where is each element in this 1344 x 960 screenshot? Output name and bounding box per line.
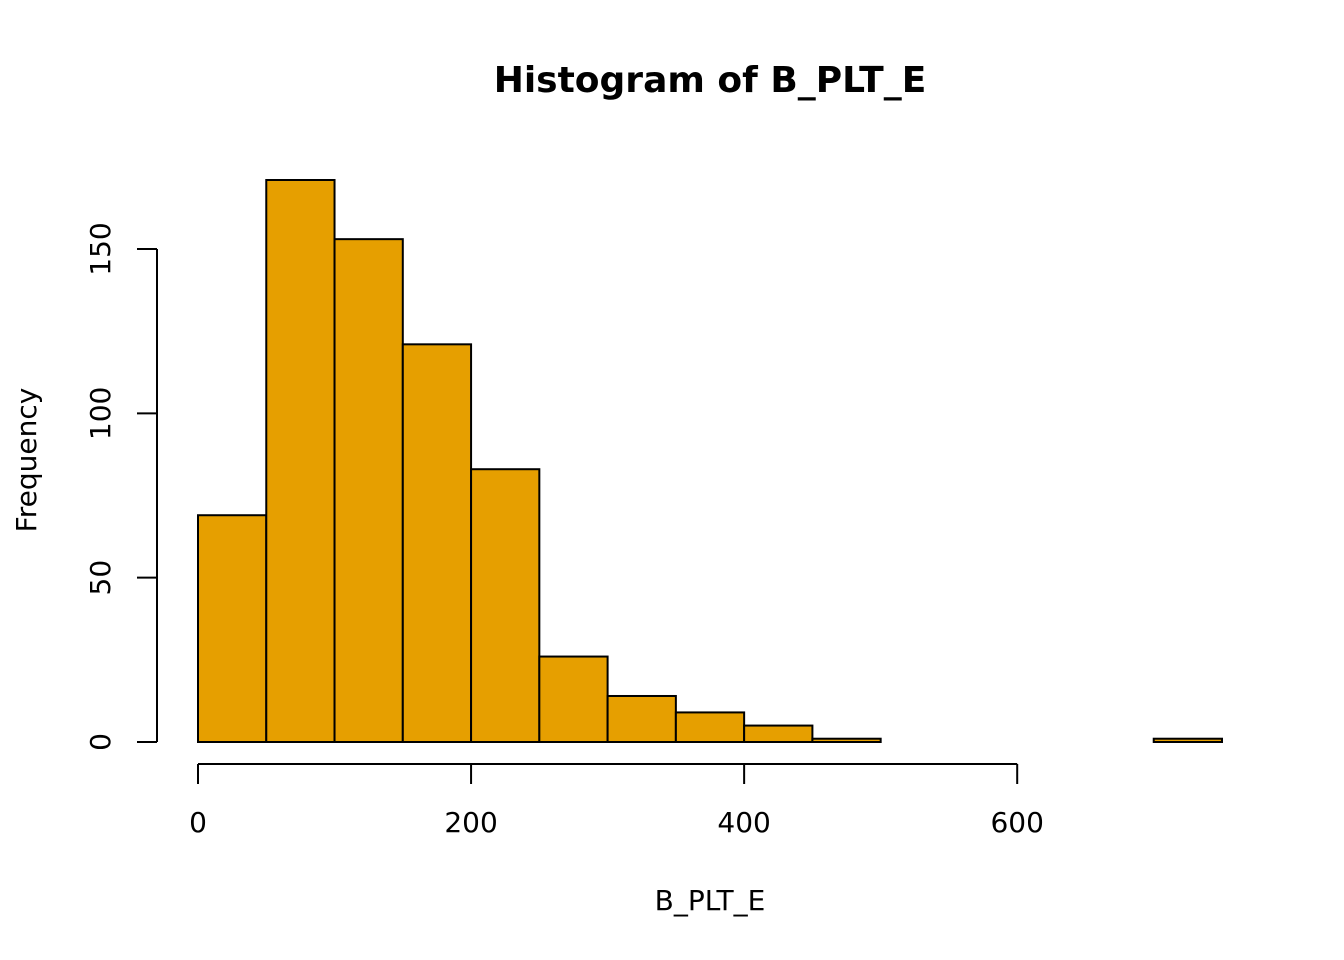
histogram-bar (743, 724, 814, 744)
y-axis-label: Frequency (10, 388, 43, 533)
y-tick-label: 150 (84, 222, 117, 275)
histogram-bar (265, 179, 336, 743)
histogram-bar (333, 238, 404, 743)
x-tick-label: 200 (444, 806, 497, 839)
x-tick-label: 0 (189, 806, 207, 839)
x-tick-label: 600 (990, 806, 1043, 839)
histogram-bar (606, 694, 677, 743)
x-axis: 0 200 400 600 (189, 763, 1044, 839)
x-axis-label: B_PLT_E (655, 884, 766, 917)
histogram-bar (811, 737, 882, 743)
y-tick-label: 0 (84, 733, 117, 751)
y-axis: 0 50 100 150 (84, 222, 158, 751)
histogram-bar (1152, 737, 1223, 743)
chart-title: Histogram of B_PLT_E (494, 60, 927, 101)
bars-group (197, 179, 1223, 744)
histogram-bar (674, 711, 746, 744)
histogram-bar (401, 343, 473, 743)
y-tick-label: 50 (84, 560, 117, 596)
histogram-bar (470, 468, 541, 743)
histogram-bar (538, 655, 609, 743)
y-tick-label: 100 (84, 387, 117, 440)
histogram-bar (197, 514, 268, 744)
x-tick-label: 400 (717, 806, 770, 839)
